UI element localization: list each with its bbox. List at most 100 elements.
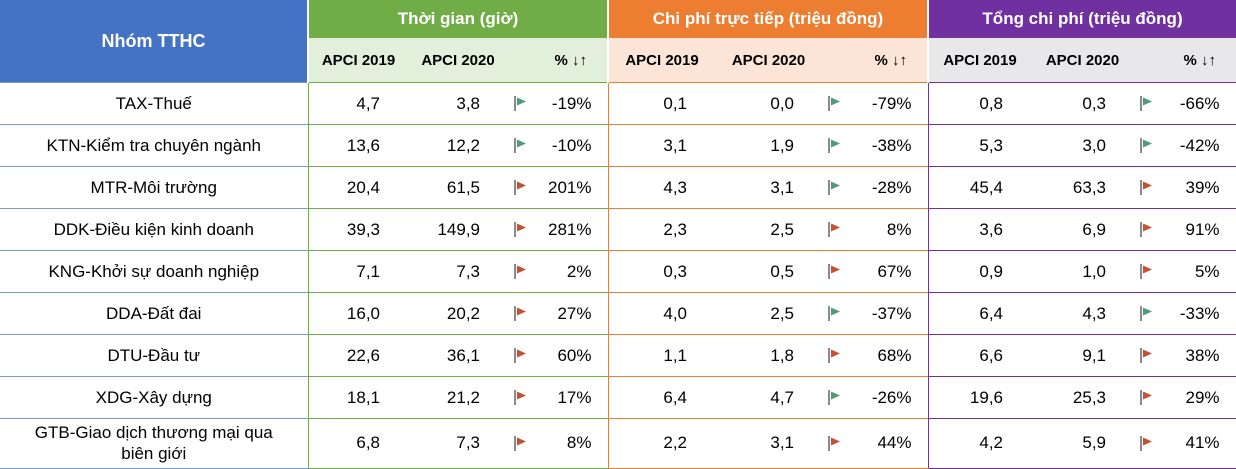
flag-icon bbox=[1139, 179, 1153, 196]
cell-total-apci2020: 1,0 bbox=[1031, 250, 1134, 293]
percent-value: 41% bbox=[1185, 433, 1220, 453]
cell-total-apci2019: 0,9 bbox=[927, 250, 1031, 293]
cell-direct-apci2020: 2,5 bbox=[715, 208, 822, 251]
table-row: KTN-Kiểm tra chuyên ngành 13,6 12,2 -10%… bbox=[0, 124, 1236, 167]
subheader-total-apci-2019: APCI 2019 bbox=[927, 38, 1031, 83]
cell-total-apci2019: 19,6 bbox=[927, 376, 1031, 419]
cell-time-change: 2% bbox=[508, 250, 608, 293]
percent-value: 68% bbox=[877, 345, 912, 365]
change-indicator: -33% bbox=[1134, 304, 1235, 324]
cell-time-change: -10% bbox=[508, 124, 608, 167]
flag-icon bbox=[513, 435, 527, 452]
column-header-nhom-tthc: Nhóm TTHC bbox=[0, 0, 308, 83]
cell-total-apci2020: 9,1 bbox=[1031, 334, 1134, 377]
percent-value: 38% bbox=[1185, 345, 1220, 365]
flag-icon bbox=[1139, 389, 1153, 406]
cell-total-apci2020: 0,3 bbox=[1031, 82, 1134, 125]
flag-icon bbox=[827, 95, 841, 112]
percent-value: 44% bbox=[877, 433, 912, 453]
cell-time-apci2019: 7,1 bbox=[307, 250, 408, 293]
cell-direct-change: 67% bbox=[822, 250, 928, 293]
cell-time-apci2020: 149,9 bbox=[408, 208, 508, 251]
cell-direct-change: -38% bbox=[822, 124, 928, 167]
cell-direct-change: 44% bbox=[822, 418, 928, 469]
subheader-total-percent-change: % ↓↑ bbox=[1134, 38, 1236, 83]
table-row: KNG-Khởi sự doanh nghiệp 7,1 7,3 2% 0,3 … bbox=[0, 250, 1236, 293]
subheader-direct-percent-change: % ↓↑ bbox=[822, 38, 928, 83]
percent-value: -28% bbox=[871, 177, 912, 197]
percent-value: 27% bbox=[557, 303, 592, 323]
cell-total-apci2020: 3,0 bbox=[1031, 124, 1134, 167]
cell-total-apci2019: 0,8 bbox=[927, 82, 1031, 125]
cell-total-change: 38% bbox=[1134, 334, 1236, 377]
subheader-direct-apci-2020: APCI 2020 bbox=[715, 38, 822, 83]
subheader-total-apci-2020: APCI 2020 bbox=[1031, 38, 1134, 83]
flag-icon bbox=[827, 305, 841, 322]
percent-value: -38% bbox=[871, 135, 912, 155]
flag-icon bbox=[827, 347, 841, 364]
change-indicator: 44% bbox=[822, 433, 928, 453]
percent-value: 29% bbox=[1185, 387, 1220, 407]
flag-icon bbox=[1139, 221, 1153, 238]
subheader-time-apci-2019: APCI 2019 bbox=[307, 38, 408, 83]
percent-value: 8% bbox=[566, 433, 592, 453]
cell-total-change: -42% bbox=[1134, 124, 1236, 167]
cell-time-apci2019: 18,1 bbox=[307, 376, 408, 419]
change-indicator: -19% bbox=[508, 94, 608, 114]
cell-time-apci2019: 4,7 bbox=[307, 82, 408, 125]
cell-direct-change: -37% bbox=[822, 292, 928, 335]
cell-time-apci2019: 39,3 bbox=[307, 208, 408, 251]
percent-value: -19% bbox=[551, 93, 592, 113]
flag-icon bbox=[827, 179, 841, 196]
cell-direct-apci2019: 6,4 bbox=[607, 376, 715, 419]
cell-total-apci2019: 4,2 bbox=[927, 418, 1031, 469]
change-indicator: -79% bbox=[822, 94, 928, 114]
cell-time-apci2019: 22,6 bbox=[307, 334, 408, 377]
flag-icon bbox=[513, 305, 527, 322]
percent-value: 8% bbox=[886, 219, 912, 239]
subheader-direct-apci-2019: APCI 2019 bbox=[607, 38, 715, 83]
change-indicator: -26% bbox=[822, 388, 928, 408]
cell-direct-change: -26% bbox=[822, 376, 928, 419]
cell-total-change: 29% bbox=[1134, 376, 1236, 419]
percent-value: -42% bbox=[1179, 135, 1220, 155]
cell-time-change: 17% bbox=[508, 376, 608, 419]
change-indicator: 91% bbox=[1134, 219, 1235, 240]
flag-icon bbox=[513, 263, 527, 280]
change-indicator: 5% bbox=[1134, 262, 1235, 282]
percent-value: -79% bbox=[871, 93, 912, 113]
change-indicator: -66% bbox=[1134, 94, 1235, 114]
cell-direct-change: -79% bbox=[822, 82, 928, 125]
flag-icon bbox=[1139, 435, 1153, 452]
flag-icon bbox=[1139, 347, 1153, 364]
percent-value: 60% bbox=[557, 345, 592, 365]
cell-direct-apci2019: 4,3 bbox=[607, 166, 715, 209]
cell-total-apci2020: 4,3 bbox=[1031, 292, 1134, 335]
row-label: KNG-Khởi sự doanh nghiệp bbox=[0, 250, 308, 293]
percent-value: 91% bbox=[1185, 219, 1220, 239]
row-label: TAX-Thuế bbox=[0, 82, 308, 125]
cell-time-change: 8% bbox=[508, 418, 608, 469]
subheader-time-percent-change: % ↓↑ bbox=[508, 38, 608, 83]
cell-total-apci2019: 6,6 bbox=[927, 334, 1031, 377]
cell-time-change: 27% bbox=[508, 292, 608, 335]
flag-icon bbox=[513, 389, 527, 406]
change-indicator: -10% bbox=[508, 136, 608, 156]
table-row: XDG-Xây dựng 18,1 21,2 17% 6,4 4,7 -26% … bbox=[0, 376, 1236, 419]
change-indicator: -28% bbox=[822, 178, 928, 198]
flag-icon bbox=[513, 347, 527, 364]
change-indicator: 38% bbox=[1134, 345, 1235, 366]
cell-time-apci2020: 7,3 bbox=[408, 418, 508, 469]
row-label: XDG-Xây dựng bbox=[0, 376, 308, 419]
cell-total-change: 41% bbox=[1134, 418, 1236, 469]
change-indicator: 8% bbox=[508, 433, 608, 453]
flag-icon bbox=[513, 179, 527, 196]
cell-direct-apci2019: 2,3 bbox=[607, 208, 715, 251]
cell-time-change: 60% bbox=[508, 334, 608, 377]
change-indicator: 201% bbox=[508, 178, 608, 198]
percent-value: -10% bbox=[551, 135, 592, 155]
cell-direct-apci2019: 1,1 bbox=[607, 334, 715, 377]
table-row: TAX-Thuế 4,7 3,8 -19% 0,1 0,0 -79% 0,8 0… bbox=[0, 82, 1236, 125]
cell-direct-apci2020: 0,5 bbox=[715, 250, 822, 293]
row-label: GTB-Giao dịch thương mại qua biên giới bbox=[0, 418, 308, 469]
